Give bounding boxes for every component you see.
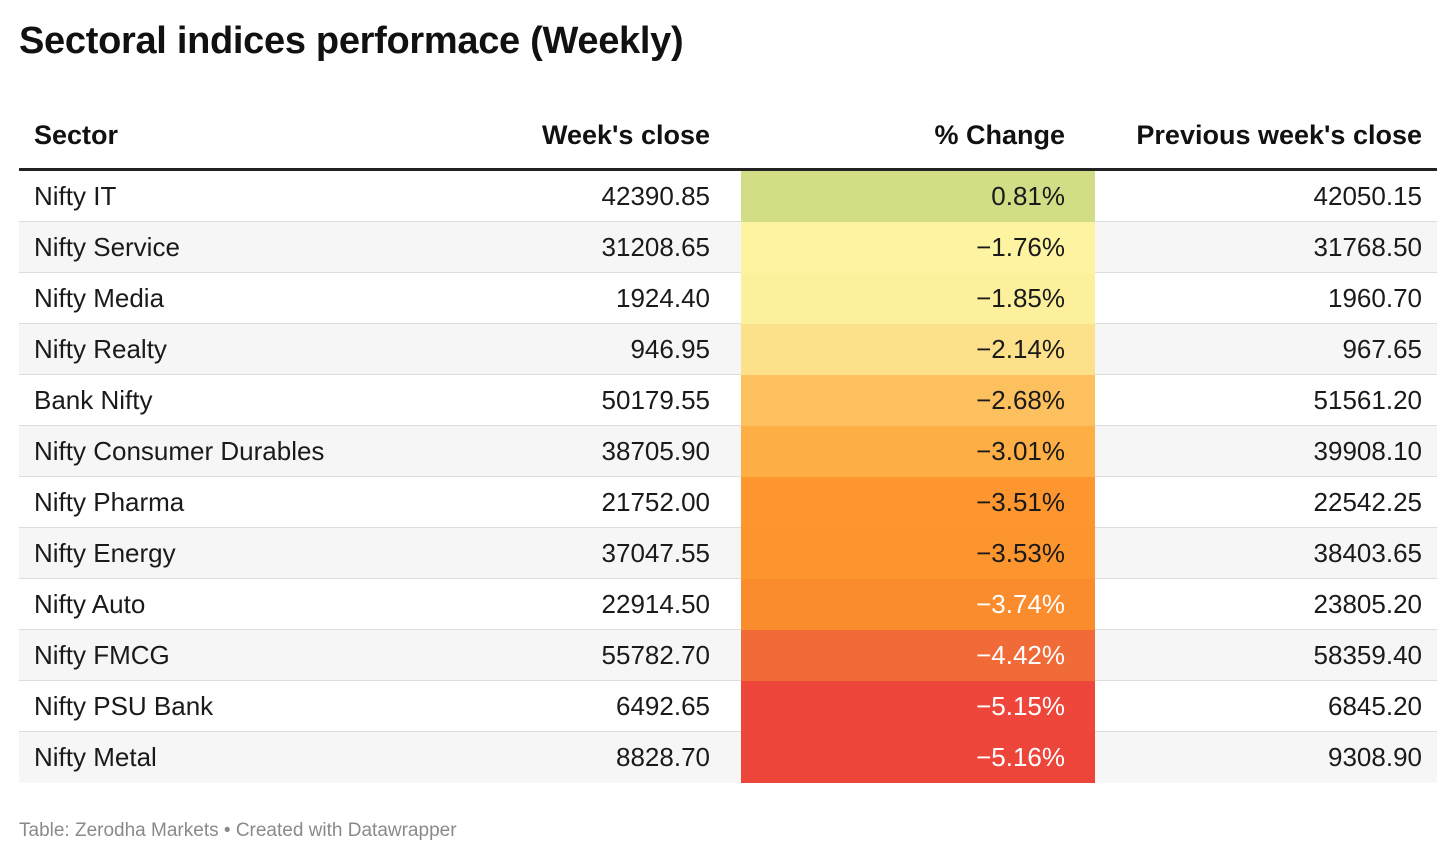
table-row: Bank Nifty 50179.55 −2.68% 51561.20: [19, 375, 1437, 426]
weeks-close-cell: 31208.65: [601, 232, 710, 262]
weeks-close-cell: 37047.55: [601, 538, 710, 568]
table-row: Nifty Energy 37047.55 −3.53% 38403.65: [19, 528, 1437, 579]
percent-change-cell: −2.68%: [741, 375, 1095, 426]
percent-change-cell: 0.81%: [741, 171, 1095, 222]
table-row: Nifty Metal 8828.70 −5.16% 9308.90: [19, 732, 1437, 783]
sector-cell: Nifty IT: [34, 181, 117, 211]
sector-cell: Nifty Consumer Durables: [34, 436, 325, 466]
table-row: Nifty FMCG 55782.70 −4.42% 58359.40: [19, 630, 1437, 681]
table-row: Nifty PSU Bank 6492.65 −5.15% 6845.20: [19, 681, 1437, 732]
weeks-close-cell: 38705.90: [601, 436, 710, 466]
previous-close-cell: 22542.25: [1313, 487, 1422, 517]
sector-cell: Nifty Media: [34, 283, 165, 313]
header-percent-change: % Change: [934, 120, 1065, 150]
previous-close-cell: 42050.15: [1313, 181, 1422, 211]
weeks-close-cell: 55782.70: [601, 640, 710, 670]
table-row: Nifty IT 42390.85 0.81% 42050.15: [19, 171, 1437, 222]
sector-cell: Nifty FMCG: [34, 640, 170, 670]
header-weeks-close: Week's close: [541, 120, 710, 150]
weeks-close-cell: 21752.00: [601, 487, 710, 517]
sector-table: Sector Week's close % Change Previous we…: [19, 104, 1437, 783]
table-header: Sector Week's close % Change Previous we…: [19, 104, 1437, 171]
footer-note: Table: Zerodha Markets • Created with Da…: [19, 820, 457, 842]
sector-cell: Nifty PSU Bank: [34, 691, 214, 721]
previous-close-cell: 51561.20: [1313, 385, 1422, 415]
previous-close-cell: 1960.70: [1328, 283, 1422, 313]
percent-change-cell: −1.85%: [741, 273, 1095, 324]
sector-cell: Nifty Realty: [34, 334, 167, 364]
percent-change-cell: −1.76%: [741, 222, 1095, 273]
weeks-close-cell: 6492.65: [616, 691, 710, 721]
table-row: Nifty Consumer Durables 38705.90 −3.01% 399…: [19, 426, 1437, 477]
source-note: Table: Zerodha Markets: [19, 820, 219, 841]
weeks-close-cell: 42390.85: [601, 181, 710, 211]
weeks-close-cell: 946.95: [630, 334, 710, 364]
previous-close-cell: 967.65: [1342, 334, 1422, 364]
previous-close-cell: 6845.20: [1328, 691, 1422, 721]
header-previous-close: Previous week's close: [1136, 120, 1422, 150]
sector-cell: Nifty Pharma: [34, 487, 185, 517]
credit-note: Created with Datawrapper: [235, 820, 457, 841]
percent-change-cell: −5.15%: [741, 681, 1095, 732]
weeks-close-cell: 22914.50: [601, 589, 710, 619]
previous-close-cell: 23805.20: [1313, 589, 1422, 619]
percent-change-cell: −3.53%: [741, 528, 1095, 579]
table-row: Nifty Pharma 21752.00 −3.51% 22542.25: [19, 477, 1437, 528]
previous-close-cell: 9308.90: [1328, 742, 1422, 772]
sector-cell: Nifty Service: [34, 232, 180, 262]
sector-cell: Nifty Auto: [34, 589, 146, 619]
weeks-close-cell: 8828.70: [616, 742, 710, 772]
sector-cell: Bank Nifty: [34, 385, 153, 415]
header-sector: Sector: [34, 120, 119, 150]
previous-close-cell: 31768.50: [1313, 232, 1422, 262]
table-row: Nifty Realty 946.95 −2.14% 967.65: [19, 324, 1437, 375]
previous-close-cell: 38403.65: [1313, 538, 1422, 568]
page-title: Sectoral indices performace (Weekly): [19, 20, 684, 62]
table-row: Nifty Media 1924.40 −1.85% 1960.70: [19, 273, 1437, 324]
table-row: Nifty Auto 22914.50 −3.74% 23805.20: [19, 579, 1437, 630]
weeks-close-cell: 1924.40: [616, 283, 710, 313]
sector-cell: Nifty Metal: [34, 742, 157, 772]
percent-change-cell: −5.16%: [741, 732, 1095, 783]
previous-close-cell: 58359.40: [1313, 640, 1422, 670]
previous-close-cell: 39908.10: [1313, 436, 1422, 466]
table-body: Nifty IT 42390.85 0.81% 42050.15 Nifty Servi…: [19, 171, 1437, 783]
sector-cell: Nifty Energy: [34, 538, 176, 568]
weeks-close-cell: 50179.55: [601, 385, 710, 415]
footer-separator: •: [223, 820, 231, 841]
percent-change-cell: −2.14%: [741, 324, 1095, 375]
percent-change-cell: −3.01%: [741, 426, 1095, 477]
percent-change-cell: −3.51%: [741, 477, 1095, 528]
percent-change-cell: −3.74%: [741, 579, 1095, 630]
percent-change-cell: −4.42%: [741, 630, 1095, 681]
table-row: Nifty Service 31208.65 −1.76% 31768.50: [19, 222, 1437, 273]
